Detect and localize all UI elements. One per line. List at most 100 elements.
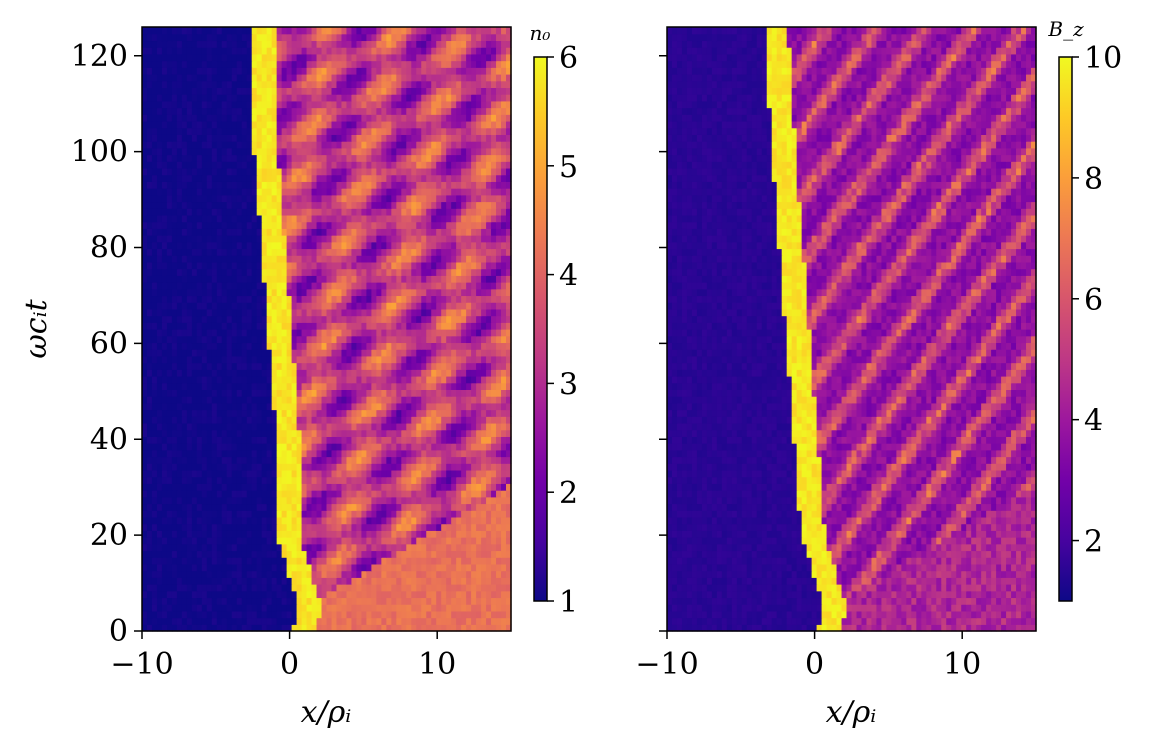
- heatmap-cell: [421, 355, 427, 364]
- heatmap-cell: [486, 335, 492, 344]
- heatmap-cell: [306, 590, 313, 599]
- heatmap-cell: [381, 610, 387, 619]
- heatmap-cell: [401, 362, 407, 370]
- heatmap-cell: [256, 584, 263, 592]
- heatmap-cell: [396, 369, 402, 377]
- heatmap-cell: [481, 194, 487, 203]
- heatmap-cell: [486, 235, 492, 243]
- heatmap-cell: [156, 295, 163, 303]
- heatmap-cell: [376, 490, 382, 498]
- heatmap-cell: [446, 584, 452, 592]
- heatmap-cell: [371, 409, 377, 417]
- heatmap-cell: [246, 604, 253, 612]
- heatmap-cell: [166, 261, 173, 270]
- heatmap-cell: [351, 375, 358, 384]
- heatmap-cell: [276, 282, 283, 290]
- heatmap-cell: [201, 349, 208, 357]
- heatmap-cell: [231, 342, 238, 350]
- heatmap-cell: [346, 282, 353, 290]
- heatmap-cell: [486, 543, 492, 552]
- heatmap-cell: [241, 308, 248, 317]
- heatmap-cell: [161, 174, 168, 182]
- heatmap-cell: [251, 302, 258, 310]
- heatmap-cell: [481, 268, 487, 276]
- heatmap-cell: [311, 208, 318, 216]
- heatmap-cell: [261, 329, 268, 337]
- heatmap-cell: [146, 355, 153, 364]
- heatmap-cell: [431, 463, 437, 471]
- heatmap-cell: [191, 375, 198, 384]
- heatmap-cell: [331, 563, 338, 572]
- heatmap-cell: [501, 597, 507, 605]
- heatmap-cell: [176, 248, 183, 256]
- heatmap-cell: [316, 563, 323, 572]
- heatmap-cell: [341, 530, 348, 538]
- heatmap-cell: [171, 275, 178, 283]
- heatmap-cell: [206, 530, 213, 538]
- heatmap-cell: [421, 188, 427, 196]
- heatmap-cell: [406, 443, 412, 451]
- heatmap-cell: [426, 543, 432, 552]
- heatmap-cell: [471, 208, 477, 216]
- heatmap-cell: [366, 429, 372, 437]
- heatmap-cell: [176, 563, 183, 572]
- heatmap-cell: [226, 188, 233, 196]
- heatmap-cell: [166, 241, 173, 250]
- heatmap-cell: [316, 255, 323, 263]
- heatmap-cell: [411, 624, 417, 632]
- heatmap-cell: [461, 422, 467, 431]
- heatmap-cell: [226, 543, 233, 552]
- heatmap-cell: [301, 362, 308, 370]
- heatmap-cell: [301, 443, 308, 451]
- heatmap-cell: [491, 369, 497, 377]
- heatmap-cell: [156, 449, 163, 458]
- heatmap-cell: [336, 389, 343, 397]
- heatmap-cell: [416, 308, 422, 317]
- heatmap-cell: [286, 342, 293, 350]
- heatmap-cell: [416, 261, 422, 270]
- heatmap-cell: [251, 577, 258, 585]
- heatmap-cell: [376, 590, 382, 599]
- heatmap-cell: [261, 584, 268, 592]
- heatmap-cell: [476, 416, 482, 424]
- heatmap-cell: [236, 194, 243, 203]
- heatmap-cell: [396, 308, 402, 317]
- heatmap-cell: [166, 409, 173, 417]
- heatmap-cell: [476, 235, 482, 243]
- heatmap-cell: [401, 557, 407, 565]
- heatmap-cell: [266, 282, 273, 290]
- heatmap-cell: [251, 443, 258, 451]
- heatmap-cell: [231, 268, 238, 276]
- heatmap-cell: [426, 369, 432, 377]
- heatmap-cell: [296, 530, 303, 538]
- heatmap-cell: [456, 322, 462, 330]
- heatmap-cell: [241, 342, 248, 350]
- heatmap-cell: [301, 235, 308, 243]
- heatmap-cell: [441, 617, 447, 625]
- heatmap-cell: [231, 228, 238, 236]
- heatmap-cell: [261, 416, 268, 424]
- heatmap-cell: [316, 469, 323, 478]
- heatmap-cell: [406, 214, 412, 223]
- heatmap-cell: [226, 315, 233, 323]
- heatmap-cell: [196, 543, 203, 552]
- heatmap-cell: [436, 369, 442, 377]
- heatmap-cell: [201, 416, 208, 424]
- heatmap-cell: [441, 248, 447, 256]
- heatmap-cell: [471, 349, 477, 357]
- heatmap-cell: [431, 181, 437, 189]
- heatmap-cell: [261, 382, 268, 390]
- heatmap-cell: [416, 523, 422, 531]
- heatmap-cell: [456, 469, 462, 478]
- heatmap-cell: [276, 597, 283, 605]
- heatmap-cell: [176, 570, 183, 578]
- heatmap-cell: [226, 382, 233, 390]
- heatmap-cell: [301, 342, 308, 350]
- heatmap-cell: [356, 597, 363, 605]
- heatmap-cell: [446, 577, 452, 585]
- heatmap-cell: [181, 422, 188, 431]
- heatmap-cell: [246, 241, 253, 250]
- heatmap-cell: [291, 543, 298, 552]
- heatmap-cell: [356, 550, 363, 558]
- heatmap-cell: [371, 248, 377, 256]
